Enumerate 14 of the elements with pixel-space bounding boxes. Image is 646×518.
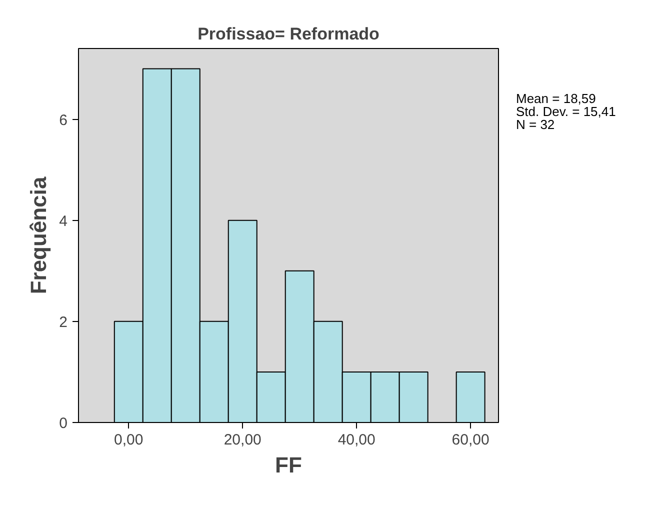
x-axis-title: FF [275, 452, 302, 478]
chart-title: Profissao= Reformado [198, 24, 380, 44]
x-tick-label: 60,00 [452, 432, 490, 448]
y-tick-label: 4 [59, 212, 68, 230]
text: Mean = 18,59 [516, 91, 597, 106]
text: N = 32 [516, 117, 556, 132]
text: Std. Dev. = 15,41 [516, 104, 616, 119]
x-tick-label: 40,00 [338, 432, 376, 448]
y-tick-label: 0 [59, 415, 68, 432]
x-tick-label: 20,00 [224, 432, 262, 448]
x-tick-label: 0,00 [114, 432, 144, 448]
y-tick-label: 2 [59, 314, 68, 331]
y-tick-label: 6 [59, 112, 68, 129]
y-axis-title: Frequência [26, 176, 52, 294]
